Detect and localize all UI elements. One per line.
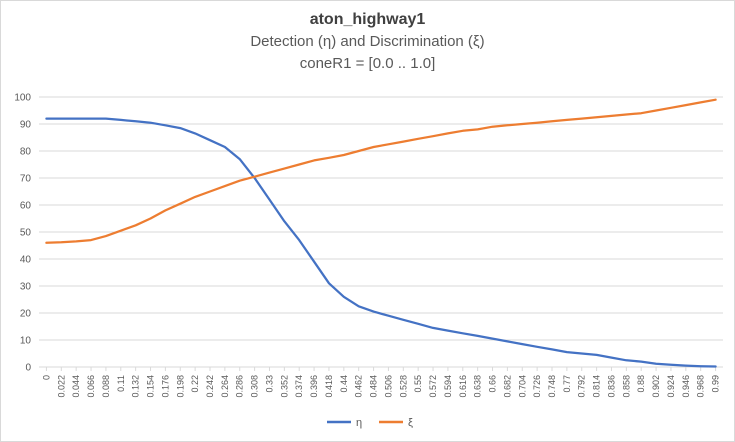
y-tick-label: 30 <box>20 282 32 293</box>
x-tick-label: 0.22 <box>190 375 200 393</box>
x-tick-label: 0.902 <box>651 375 661 398</box>
y-tick-label: 10 <box>20 336 32 347</box>
x-tick-label: 0.11 <box>116 375 126 392</box>
x-tick-label: 0 <box>41 375 51 380</box>
chart-subtitle: Detection (η) and Discrimination (ξ) <box>250 33 485 50</box>
x-tick-label: 0.154 <box>146 375 156 398</box>
x-tick-label: 0.99 <box>711 375 721 393</box>
x-tick-label: 0.264 <box>220 375 230 398</box>
x-tick-label: 0.418 <box>324 375 334 398</box>
x-tick-label: 0.242 <box>205 375 215 398</box>
x-tick-label: 0.022 <box>56 375 66 398</box>
x-tick-label: 0.792 <box>577 375 587 398</box>
series-line-xi <box>45 98 717 244</box>
x-tick-label: 0.462 <box>354 375 364 398</box>
x-tick-label: 0.088 <box>101 375 111 398</box>
x-tick-label: 0.66 <box>488 375 498 393</box>
chart-title-block: aton_highway1 Detection (η) and Discrimi… <box>1 9 734 75</box>
x-tick-label: 0.88 <box>636 375 646 393</box>
x-tick-label: 0.396 <box>309 375 319 398</box>
chart-title: aton_highway1 <box>309 11 426 28</box>
x-tick-label: 0.726 <box>532 375 542 398</box>
y-tick-label: 50 <box>20 228 32 239</box>
x-tick-label: 0.682 <box>502 375 512 398</box>
y-tick-label: 90 <box>20 120 32 131</box>
x-tick-label: 0.308 <box>250 375 260 398</box>
x-tick-label: 0.484 <box>369 375 379 398</box>
x-tick-label: 0.638 <box>473 375 483 398</box>
x-tick-label: 0.946 <box>681 375 691 398</box>
x-tick-label: 0.44 <box>339 375 349 393</box>
x-tick-label: 0.198 <box>175 375 185 398</box>
y-tick-label: 20 <box>20 309 32 320</box>
y-tick-label: 0 <box>25 363 31 374</box>
chart-subtitle-range: coneR1 = [0.0 .. 1.0] <box>299 55 436 72</box>
x-tick-label: 0.374 <box>294 375 304 398</box>
legend-label: η <box>356 417 362 429</box>
x-tick-label: 0.528 <box>398 375 408 398</box>
series-line-eta <box>45 117 717 368</box>
x-tick-label: 0.77 <box>562 375 572 393</box>
x-tick-label: 0.132 <box>131 375 141 398</box>
x-tick-label: 0.506 <box>383 375 393 398</box>
x-tick-label: 0.572 <box>428 375 438 398</box>
x-tick-label: 0.55 <box>413 375 423 393</box>
x-tick-label: 0.352 <box>279 375 289 398</box>
x-tick-label: 0.968 <box>696 375 706 398</box>
x-tick-label: 0.616 <box>458 375 468 398</box>
legend-label: ξ <box>408 417 413 429</box>
y-tick-label: 70 <box>20 174 32 185</box>
x-tick-label: 0.814 <box>592 375 602 398</box>
y-tick-label: 60 <box>20 201 32 212</box>
x-tick-label: 0.704 <box>517 375 527 398</box>
x-tick-label: 0.858 <box>621 375 631 398</box>
x-tick-label: 0.594 <box>443 375 453 398</box>
y-tick-label: 40 <box>20 255 32 266</box>
y-tick-label: 80 <box>20 147 32 158</box>
y-tick-label: 100 <box>14 93 31 104</box>
x-tick-label: 0.748 <box>547 375 557 398</box>
x-tick-label: 0.286 <box>235 375 245 398</box>
x-tick-label: 0.924 <box>666 375 676 398</box>
x-tick-label: 0.176 <box>160 375 170 398</box>
x-tick-label: 0.066 <box>86 375 96 398</box>
x-tick-label: 0.836 <box>606 375 616 398</box>
x-tick-label: 0.33 <box>264 375 274 393</box>
x-tick-label: 0.044 <box>71 375 81 398</box>
